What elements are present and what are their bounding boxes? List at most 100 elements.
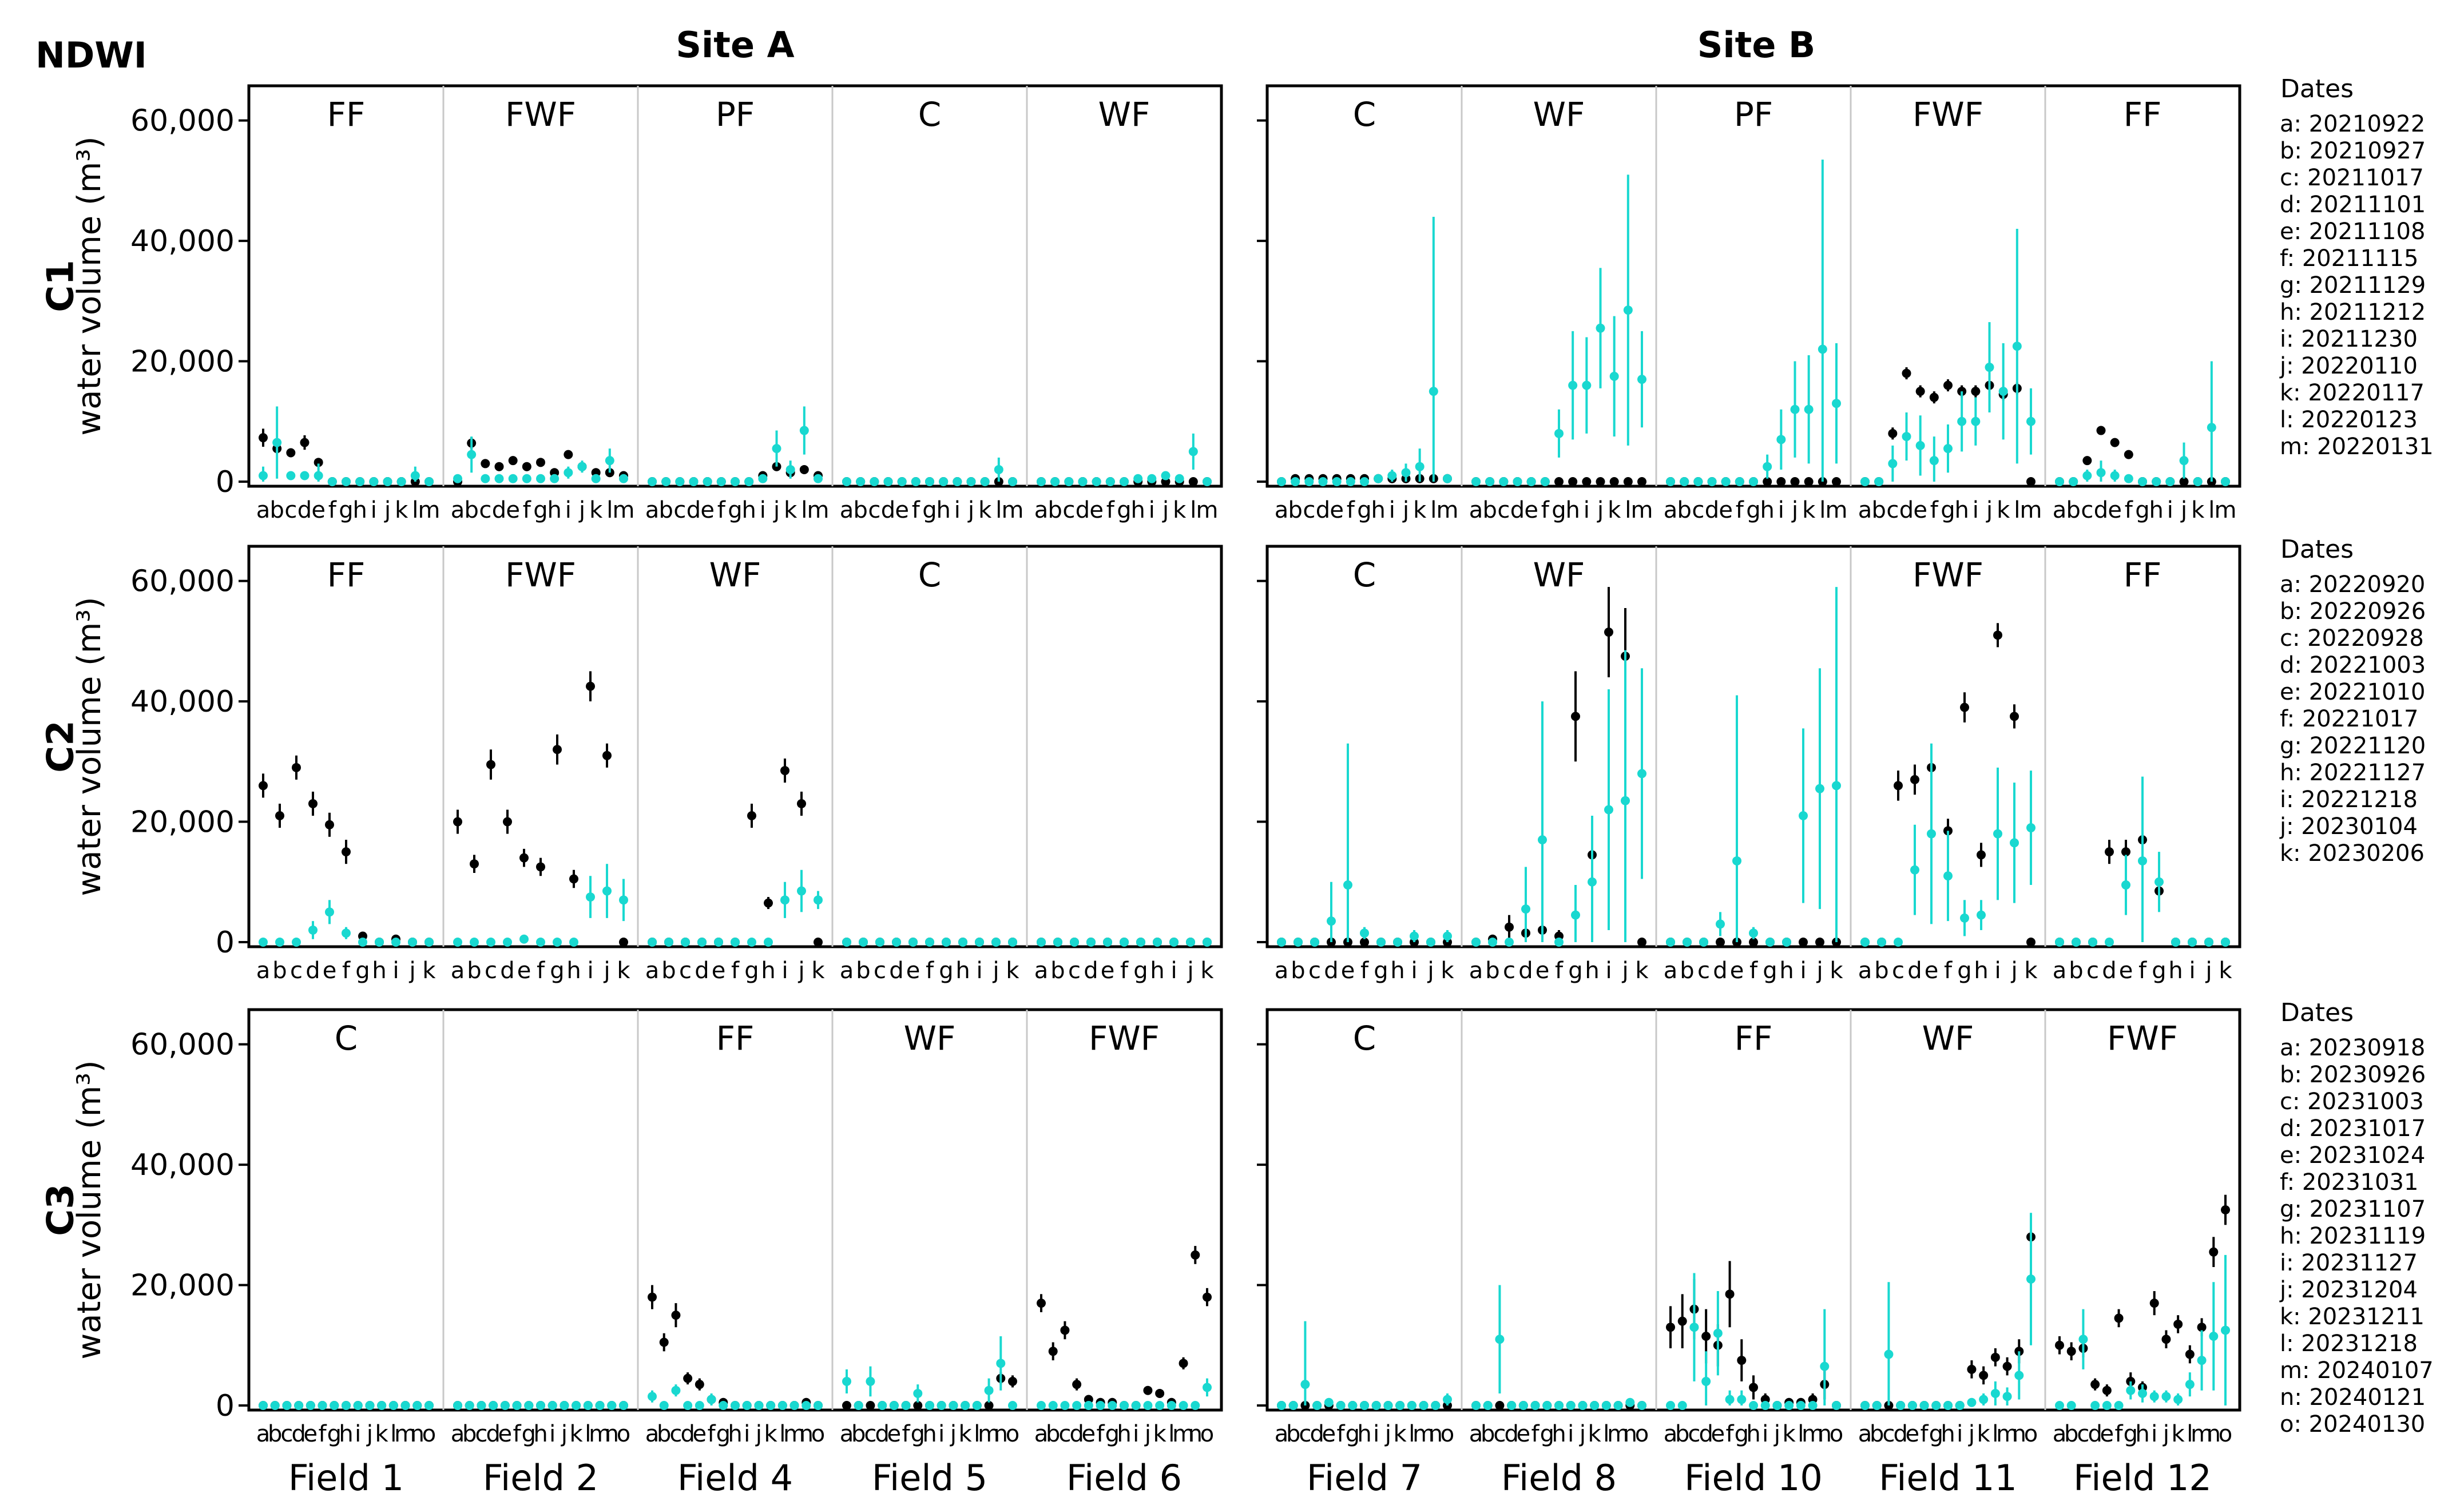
date-entry: a: 20230918 xyxy=(2280,1035,2425,1061)
cyan-point xyxy=(391,938,400,947)
cyan-point xyxy=(342,477,351,486)
x-tick-label: g xyxy=(1346,1421,1360,1447)
x-tick-label: l xyxy=(995,497,1002,523)
cyan-point xyxy=(814,474,823,483)
cyan-point xyxy=(577,462,587,471)
cyan-point xyxy=(1374,474,1383,483)
cyan-point xyxy=(519,934,529,944)
cyan-point xyxy=(1818,344,1827,354)
cyan-point xyxy=(758,474,768,483)
x-tick-label: i xyxy=(1389,497,1395,523)
panel-frame xyxy=(247,545,1223,948)
x-tick-label: l xyxy=(974,1421,980,1447)
x-tick-label: e xyxy=(895,497,909,523)
black-point xyxy=(536,862,545,872)
x-tick-label: e xyxy=(1517,1421,1531,1447)
x-tick-label: k xyxy=(1394,1421,1407,1447)
cyan-point xyxy=(2110,471,2120,481)
x-tick-label: j xyxy=(561,1421,568,1447)
cyan-point xyxy=(1732,856,1741,865)
cyan-point xyxy=(695,1401,704,1410)
x-tick-label: b xyxy=(2064,1421,2078,1447)
cyan-point xyxy=(1637,769,1646,779)
x-tick-label: c xyxy=(485,958,497,984)
cyan-point xyxy=(1590,1401,1600,1410)
x-tick-label: c xyxy=(874,958,886,984)
x-tick-label: k xyxy=(2191,497,2205,523)
x-tick-label: h xyxy=(1779,958,1794,984)
x-tick-label: h xyxy=(1954,497,1969,523)
black-point xyxy=(1701,1331,1711,1341)
cyan-point xyxy=(2154,877,2164,887)
x-tick-label: k xyxy=(1413,497,1427,523)
black-point xyxy=(2090,1380,2100,1389)
x-tick-label: g xyxy=(1746,497,1760,523)
cyan-point xyxy=(2165,477,2175,486)
black-point xyxy=(1072,1380,1082,1389)
cyan-point xyxy=(1393,938,1402,947)
black-point xyxy=(1037,1299,1046,1308)
cyan-point xyxy=(648,1392,657,1401)
x-tick-label: l xyxy=(585,1421,591,1447)
x-tick-label: d xyxy=(500,958,514,984)
date-entry: i: 20231127 xyxy=(2280,1250,2418,1276)
x-tick-label: d xyxy=(1076,497,1090,523)
cyan-point xyxy=(1166,1401,1176,1410)
cyan-point xyxy=(1348,1401,1358,1410)
cyan-point xyxy=(1568,380,1578,390)
black-point xyxy=(683,1373,693,1383)
x-tick-label: c xyxy=(290,958,303,984)
x-tick-label: h xyxy=(372,958,386,984)
x-tick-label: d xyxy=(1705,497,1719,523)
cyan-point xyxy=(996,1359,1006,1368)
cyan-point xyxy=(1621,796,1630,805)
x-tick-label: j xyxy=(773,497,780,523)
cyan-point xyxy=(802,1401,811,1410)
cyan-point xyxy=(1530,1401,1540,1410)
black-point xyxy=(1815,938,1824,947)
black-point xyxy=(2102,1385,2112,1395)
cyan-point xyxy=(1072,1401,1082,1410)
x-tick-label: i xyxy=(1605,958,1612,984)
cyan-point xyxy=(1832,1401,1841,1410)
cyan-point xyxy=(1304,477,1314,486)
black-point xyxy=(1495,1401,1505,1410)
x-tick-label: d xyxy=(881,497,895,523)
x-tick-label: b xyxy=(269,497,284,523)
treatment-label: C xyxy=(918,95,942,134)
black-point xyxy=(799,464,809,474)
x-tick-label: d xyxy=(1907,958,1922,984)
cyan-point xyxy=(1086,938,1096,947)
cyan-point xyxy=(408,938,417,947)
cyan-point xyxy=(859,938,868,947)
cyan-point xyxy=(878,1401,887,1410)
cyan-point xyxy=(707,1395,716,1404)
cyan-point xyxy=(1613,1401,1623,1410)
cyan-point xyxy=(2026,1274,2036,1284)
cyan-point xyxy=(2055,1401,2064,1410)
x-tick-label: i xyxy=(1584,497,1590,523)
x-tick-label: o xyxy=(2219,1421,2232,1447)
x-tick-label: h xyxy=(1565,497,1580,523)
black-point xyxy=(1971,387,1981,396)
x-tick-label: f xyxy=(1726,1421,1735,1447)
x-tick-label: g xyxy=(1763,958,1777,984)
x-tick-label: n xyxy=(1429,1421,1443,1447)
cyan-point xyxy=(2055,477,2064,486)
black-point xyxy=(1776,477,1786,486)
black-point xyxy=(1967,1364,1977,1374)
cyan-point xyxy=(766,1401,776,1410)
black-point xyxy=(564,450,573,459)
field-label: Field 1 xyxy=(288,1457,404,1493)
cyan-point xyxy=(1884,1349,1894,1359)
x-tick-label: d xyxy=(1510,497,1525,523)
black-point xyxy=(2010,712,2019,721)
cyan-point xyxy=(424,1401,434,1410)
cyan-point xyxy=(1749,477,1758,486)
cyan-point xyxy=(314,471,323,481)
black-point xyxy=(2173,1319,2183,1329)
y-tick-label: 60,000 xyxy=(130,565,235,599)
x-tick-label: a xyxy=(1034,497,1049,523)
cyan-point xyxy=(1343,880,1352,890)
